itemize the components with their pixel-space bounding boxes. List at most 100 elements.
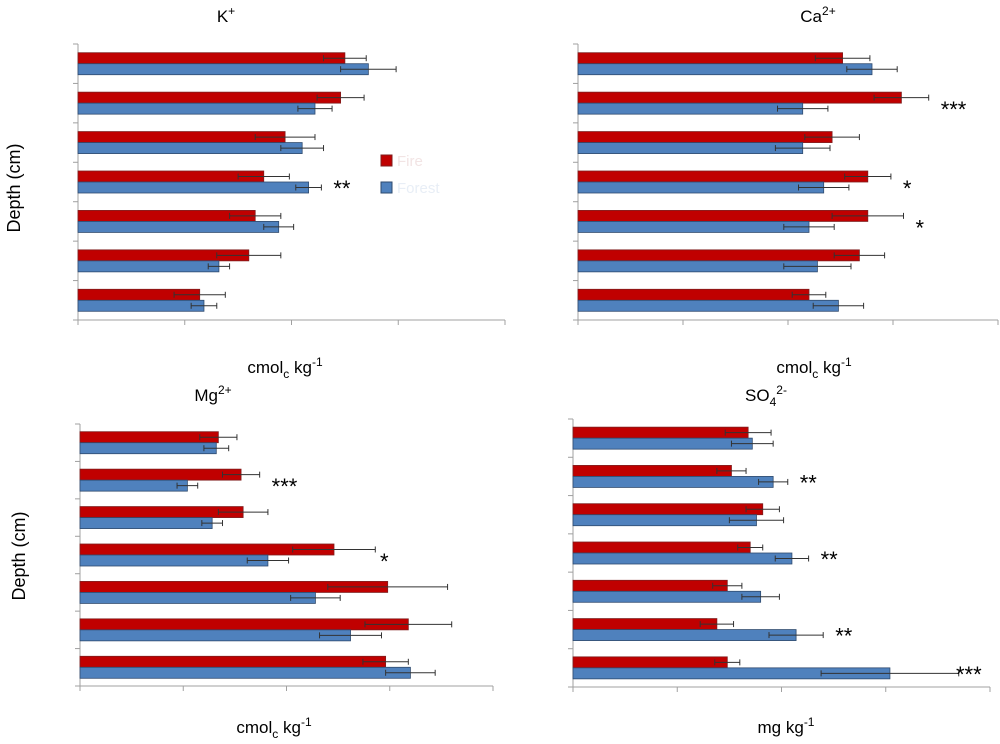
error-bar-fire [814, 55, 871, 62]
bar-fire [572, 465, 732, 477]
bar-fire [572, 656, 728, 669]
panel-k: K+ ** cmolc kg-1 Depth (cm) [4, 4, 506, 381]
bar-forest [79, 666, 411, 679]
bar-forest [572, 476, 774, 488]
panel-mg: Mg2+ **** cmolc kg-1 Depth (cm) [9, 383, 494, 741]
bar-fire [577, 288, 810, 301]
panel-ca-plot: ***** [573, 43, 999, 325]
bar-fire [577, 91, 902, 104]
panel-so4: SO42- ********* mg kg-1 [568, 383, 991, 737]
panel-ca-unit-label: cmolc kg-1 [776, 355, 852, 381]
bar-forest [572, 437, 753, 450]
legend: Fire Forest [380, 153, 440, 197]
bar-fire [577, 249, 860, 262]
bar-fire [572, 579, 728, 592]
bar-fire [79, 618, 409, 631]
bar-fire [572, 503, 764, 516]
panel-mg-y-label: Depth (cm) [9, 511, 29, 600]
bar-fire [77, 170, 265, 183]
error-bar-forest [340, 66, 397, 73]
bar-forest [77, 102, 316, 115]
bar-fire [79, 431, 219, 444]
significance-marker: * [380, 549, 389, 574]
error-bar-fire [237, 173, 290, 180]
significance-marker: *** [941, 97, 967, 122]
error-bar-fire [323, 55, 367, 62]
bar-fire [77, 131, 286, 143]
error-bar-fire [221, 471, 261, 478]
bar-forest [577, 142, 804, 154]
bar-fire [77, 210, 256, 222]
error-bar-forest [728, 517, 785, 524]
bar-fire [577, 131, 833, 143]
bar-forest [77, 221, 280, 233]
bar-forest [577, 181, 825, 194]
bar-forest [79, 629, 351, 642]
panel-k-plot: ** [73, 43, 506, 325]
error-bar-forest [758, 478, 789, 485]
error-bar-fire [714, 659, 741, 666]
error-bar-forest [290, 594, 341, 601]
panel-k-title: K+ [217, 4, 235, 26]
significance-marker: * [916, 215, 925, 240]
error-bar-forest [207, 263, 231, 270]
bar-fire [77, 91, 342, 104]
bar-fire [79, 655, 387, 668]
significance-marker: *** [272, 474, 298, 499]
significance-marker: *** [956, 662, 982, 687]
bar-forest [79, 554, 269, 567]
error-bar-fire [844, 173, 892, 180]
panel-ca: Ca2+ ***** cmolc kg-1 [573, 4, 999, 381]
error-bar-forest [280, 145, 325, 152]
bar-forest [77, 299, 205, 312]
error-bar-fire [292, 546, 376, 553]
bar-forest [572, 590, 762, 603]
error-bar-fire [791, 291, 827, 298]
bar-forest [79, 442, 217, 455]
bar-forest [572, 552, 793, 565]
error-bar-fire [804, 134, 860, 141]
error-bar-forest [295, 184, 322, 191]
bar-fire [572, 426, 749, 439]
bar-forest [79, 517, 213, 529]
error-bar-fire [173, 291, 226, 298]
bar-forest [577, 63, 873, 76]
error-bar-fire [327, 583, 449, 590]
error-bar-fire [217, 509, 269, 516]
bar-forest [577, 102, 804, 115]
bar-forest [577, 260, 818, 273]
bar-fire [572, 618, 718, 630]
error-bar-fire [873, 94, 930, 101]
error-bar-forest [297, 105, 333, 112]
panel-so4-unit-label: mg kg-1 [758, 715, 815, 737]
bar-fire [77, 52, 346, 65]
error-bar-fire [699, 621, 735, 628]
error-bar-fire [724, 429, 772, 436]
error-bar-forest [385, 669, 436, 676]
error-bar-forest [820, 670, 960, 677]
bar-forest [572, 629, 797, 641]
error-bar-forest [774, 145, 831, 152]
panel-mg-plot: **** [75, 423, 494, 691]
error-bar-forest [319, 632, 382, 639]
error-bar-forest [741, 593, 780, 600]
panel-k-unit-label: cmolc kg-1 [247, 355, 323, 381]
error-bar-fire [716, 467, 747, 474]
error-bar-fire [745, 506, 780, 513]
significance-marker: ** [333, 176, 351, 201]
error-bar-forest [263, 223, 295, 230]
panel-k-y-label: Depth (cm) [4, 143, 24, 232]
error-bar-fire [737, 544, 764, 551]
error-bar-forest [783, 263, 852, 270]
error-bar-fire [364, 621, 453, 628]
error-bar-fire [229, 212, 282, 219]
bar-forest [77, 142, 303, 154]
bar-fire [572, 541, 751, 554]
error-bar-forest [777, 105, 829, 112]
error-bar-forest [730, 440, 774, 447]
legend-forest-label: Forest [397, 180, 440, 197]
significance-marker: ** [821, 547, 839, 572]
significance-marker: ** [800, 470, 818, 495]
legend-fire-swatch [380, 154, 393, 167]
